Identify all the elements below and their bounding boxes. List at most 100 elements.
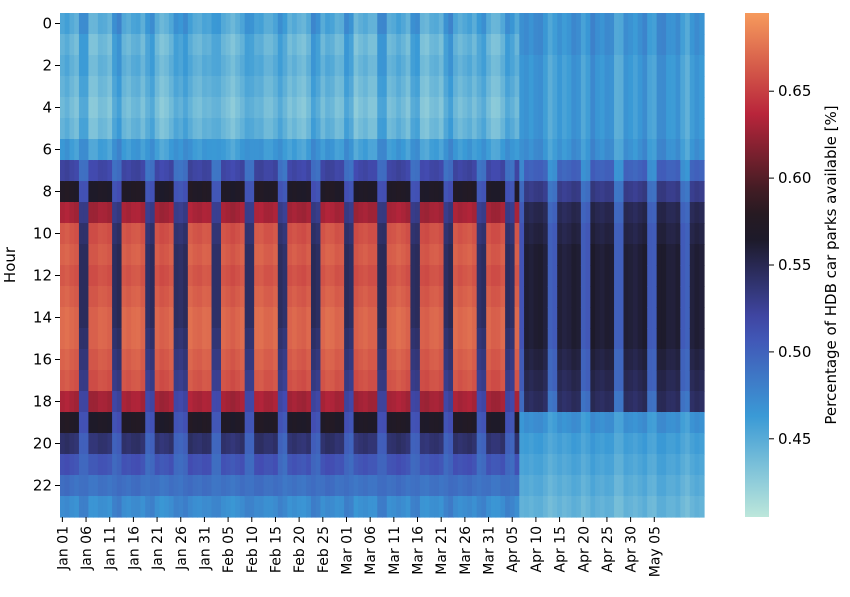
heatmap-cell: [64, 244, 71, 266]
heatmap-cell: [69, 307, 75, 329]
heatmap-cell: [675, 328, 681, 350]
heatmap-cell: [268, 391, 274, 413]
heatmap-cell: [292, 328, 298, 350]
heatmap-cell: [448, 139, 454, 161]
heatmap-cell: [197, 118, 203, 140]
heatmap-cell: [699, 223, 705, 245]
heatmap-cell: [135, 433, 142, 455]
heatmap-cell: [443, 55, 449, 77]
heatmap-cell: [197, 244, 203, 266]
heatmap-cell: [543, 34, 549, 56]
heatmap-cell: [623, 307, 629, 329]
heatmap-cell: [178, 139, 184, 161]
heatmap-cell: [112, 34, 118, 56]
heatmap-cell: [306, 139, 312, 161]
heatmap-cell: [93, 265, 99, 287]
heatmap-cell: [557, 244, 563, 266]
heatmap-cell: [524, 55, 530, 77]
heatmap-cell: [471, 181, 478, 203]
heatmap-cell: [476, 202, 483, 224]
heatmap-cell: [296, 265, 303, 287]
heatmap-cell: [197, 13, 203, 35]
heatmap-cell: [344, 265, 350, 287]
heatmap-cell: [580, 265, 587, 287]
heatmap-cell: [315, 181, 322, 203]
heatmap-cell: [102, 328, 108, 350]
heatmap-cell: [244, 160, 251, 182]
heatmap-cell: [60, 265, 66, 287]
heatmap-cell: [580, 97, 587, 119]
heatmap-cell: [566, 454, 573, 476]
heatmap-cell: [183, 433, 189, 455]
heatmap-cell: [202, 55, 208, 77]
heatmap-cell: [249, 307, 255, 329]
heatmap-cell: [524, 370, 530, 392]
heatmap-cell: [159, 223, 165, 245]
heatmap-cell: [410, 475, 416, 497]
heatmap-cell: [500, 286, 506, 308]
heatmap-cell: [112, 97, 118, 119]
heatmap-cell: [164, 97, 170, 119]
heatmap-cell: [694, 55, 700, 77]
heatmap-cell: [258, 454, 265, 476]
heatmap-cell: [656, 433, 662, 455]
heatmap-cell: [670, 265, 677, 287]
heatmap-cell: [310, 181, 317, 203]
heatmap-cell: [666, 454, 672, 476]
heatmap-cell: [325, 139, 331, 161]
heatmap-cell: [367, 370, 374, 392]
heatmap-cell: [301, 265, 307, 287]
heatmap-cell: [149, 433, 156, 455]
heatmap-cell: [315, 454, 322, 476]
heatmap-cell: [292, 181, 298, 203]
heatmap-cell: [547, 349, 554, 371]
heatmap-cell: [372, 328, 378, 350]
heatmap-cell: [419, 202, 426, 224]
heatmap-cell: [467, 391, 473, 413]
heatmap-cell: [282, 13, 288, 35]
heatmap-cell: [372, 286, 378, 308]
heatmap-cell: [434, 55, 440, 77]
heatmap-cell: [131, 181, 137, 203]
heatmap-cell: [571, 454, 577, 476]
heatmap-cell: [126, 139, 132, 161]
heatmap-cell: [239, 328, 246, 350]
heatmap-cell: [121, 13, 127, 35]
heatmap-cell: [386, 76, 393, 98]
heatmap-cell: [623, 496, 629, 518]
heatmap-cell: [221, 349, 227, 371]
heatmap-cell: [675, 118, 681, 140]
heatmap-cell: [334, 370, 340, 392]
heatmap-cell: [97, 412, 104, 434]
heatmap-cell: [116, 118, 123, 140]
heatmap-cell: [202, 181, 208, 203]
heatmap-cell: [306, 160, 312, 182]
heatmap-cell: [486, 496, 492, 518]
heatmap-cell: [566, 286, 573, 308]
heatmap-cell: [580, 34, 587, 56]
heatmap-cell: [69, 223, 75, 245]
heatmap-cell: [164, 118, 170, 140]
heatmap-cell: [206, 433, 213, 455]
heatmap-cell: [301, 454, 307, 476]
heatmap-cell: [405, 13, 412, 35]
heatmap-cell: [344, 34, 350, 56]
heatmap-cell: [306, 181, 312, 203]
heatmap-cell: [490, 76, 497, 98]
heatmap-cell: [348, 181, 355, 203]
heatmap-cell: [377, 307, 383, 329]
heatmap-cell: [661, 202, 667, 224]
heatmap-cell: [453, 76, 459, 98]
heatmap-cell: [476, 97, 483, 119]
heatmap-cell: [396, 475, 402, 497]
heatmap-cell: [457, 496, 464, 518]
heatmap-cell: [694, 13, 700, 35]
heatmap-cell: [438, 265, 445, 287]
heatmap-cell: [325, 475, 331, 497]
heatmap-cell: [457, 76, 464, 98]
heatmap-cell: [429, 349, 435, 371]
heatmap-cell: [561, 139, 568, 161]
heatmap-cell: [112, 391, 118, 413]
heatmap-cell: [149, 475, 156, 497]
x-tick-label: Mar 06: [363, 526, 379, 575]
